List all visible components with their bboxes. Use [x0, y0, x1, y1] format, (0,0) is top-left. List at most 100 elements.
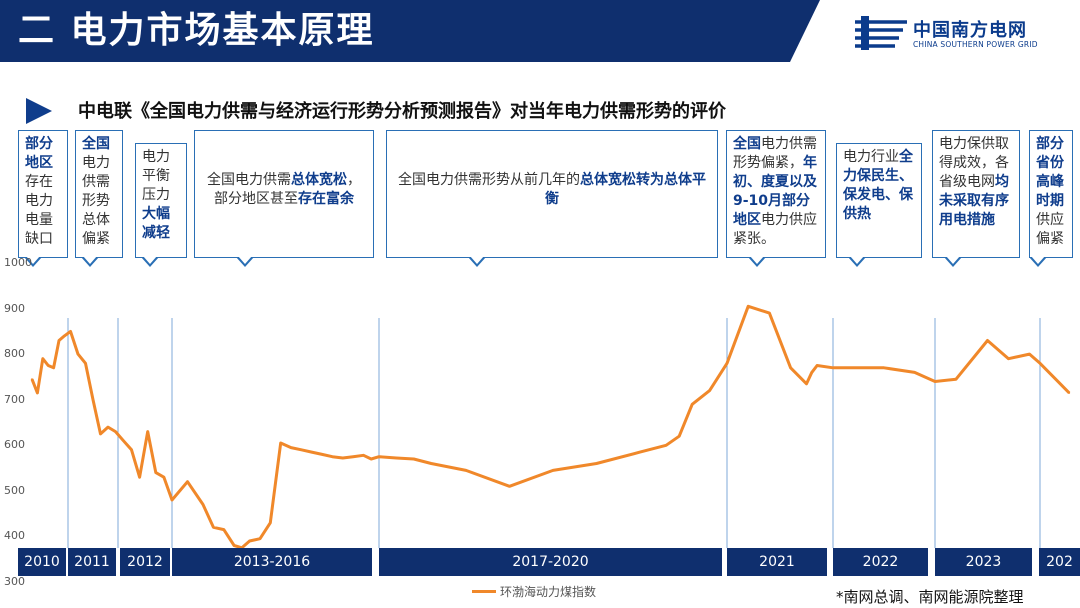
data-point — [726, 362, 728, 365]
logo-text-en: CHINA SOUTHERN POWER GRID — [913, 40, 1038, 49]
data-point — [58, 339, 60, 342]
data-point — [395, 457, 398, 460]
data-point — [595, 462, 598, 465]
legend-swatch — [472, 590, 496, 593]
data-point — [92, 398, 94, 401]
data-point — [300, 448, 303, 451]
callout-text: 电力行业全力保民生、保发电、保供热 — [843, 148, 915, 224]
data-point — [370, 457, 373, 460]
callout-segment: 大幅减轻 — [142, 206, 170, 241]
data-point — [69, 330, 72, 333]
header-bar — [0, 0, 820, 62]
callout-segment: 电力保供取得成效，各省级电网 — [939, 136, 1009, 190]
data-point — [810, 371, 813, 374]
callout-box: 全国电力供需形势从前几年的总体宽松转为总体平衡 — [386, 130, 718, 267]
data-point — [154, 471, 157, 474]
callout-pointer-fill — [1031, 256, 1045, 264]
callout-pointer-fill — [470, 256, 484, 264]
callout-pointer-fill — [26, 256, 40, 264]
callout-segment: 电力供需形势偏紧， — [733, 136, 817, 171]
data-point — [1068, 391, 1071, 394]
callout-segment: ，部分地区甚至 — [214, 172, 361, 207]
data-point — [639, 451, 641, 454]
callout-box: 电力保供取得成效，各省级电网均未采取有序用电措施 — [932, 130, 1020, 267]
data-point — [708, 389, 711, 392]
callout-segment: 存在富余 — [298, 191, 354, 207]
data-point — [63, 334, 66, 337]
data-point — [310, 451, 313, 454]
y-tick-label: 1000 — [4, 256, 32, 269]
callout-segment: 全国 — [733, 136, 761, 152]
data-point — [212, 526, 215, 529]
data-point — [986, 339, 989, 342]
callout-segment: 均未采取有序用电措施 — [939, 174, 1009, 228]
data-point — [665, 444, 668, 447]
callout-segment: 年初、度夏以及9-10月部分地区 — [733, 155, 817, 228]
data-point — [934, 380, 936, 383]
callout-segment: 全国 — [82, 136, 110, 152]
callout-segment: 全力保民生、保发电、保供热 — [843, 149, 913, 222]
data-point — [1028, 353, 1031, 356]
data-point — [77, 353, 79, 356]
data-point — [552, 469, 554, 472]
data-point — [955, 378, 957, 381]
callout-pointer-fill — [946, 256, 960, 264]
callout-segment: 全国电力供需 — [207, 172, 291, 188]
data-point — [465, 469, 467, 472]
data-point — [768, 312, 771, 315]
data-point — [412, 457, 415, 460]
data-point — [248, 539, 251, 542]
period-label: 2013-2016 — [172, 548, 372, 576]
data-point — [41, 357, 44, 360]
period-label: 2011 — [68, 548, 116, 576]
series-line — [30, 304, 1071, 550]
callout-segment: 电力行业 — [843, 149, 899, 165]
data-point — [321, 453, 324, 456]
data-point — [47, 364, 50, 367]
chart-legend: 环渤海动力煤指数 — [472, 583, 596, 600]
callout-box: 部分地区存在电力电量缺口 — [18, 130, 68, 267]
data-point — [678, 435, 681, 438]
data-point — [258, 537, 261, 540]
callout-pointer-fill — [850, 256, 864, 264]
data-point — [789, 366, 792, 369]
callout-pointer-fill — [83, 256, 97, 264]
y-tick-label: 700 — [4, 392, 25, 406]
y-tick-label: 600 — [4, 438, 25, 452]
period-label: 2022 — [833, 548, 928, 576]
data-point — [202, 503, 205, 506]
callout-box: 部分省份高峰时期供应偏紧 — [1029, 130, 1073, 267]
data-point — [122, 439, 125, 442]
callout-box: 全国电力供需形势偏紧，年初、度夏以及9-10月部分地区电力供应紧张。 — [726, 130, 826, 267]
callout-segment: 部分地区 — [25, 136, 53, 171]
data-point — [747, 305, 750, 308]
section-subtitle: 中电联《全国电力供需与经济运行形势分析预测报告》对当年电力供需形势的评价 — [78, 101, 726, 122]
callout-text: 部分地区存在电力电量缺口 — [25, 135, 61, 249]
callout-text: 电力平衡压力大幅减轻 — [142, 148, 180, 243]
callout-segment: 部分省份高峰时期 — [1036, 136, 1064, 209]
callout-text: 全国电力供需形势偏紧，年初、度夏以及9-10月部分地区电力供应紧张。 — [733, 135, 819, 249]
callout-text: 全国电力供需形势总体偏紧 — [82, 135, 116, 249]
data-point — [1007, 357, 1010, 360]
data-point — [222, 528, 225, 531]
data-point — [331, 455, 334, 458]
grid-logo-icon — [855, 16, 907, 50]
callout-text: 电力保供取得成效，各省级电网均未采取有序用电措施 — [939, 135, 1013, 230]
source-footnote: *南网总调、南网能源院整理 — [836, 588, 1024, 606]
data-point — [378, 455, 380, 458]
callout-segment: 供应偏紧 — [1036, 212, 1064, 247]
callout-segment: 电力供需形势总体偏紧 — [82, 155, 110, 247]
period-label: 2012 — [120, 548, 170, 576]
callout-segment: 总体宽松转为总体平衡 — [545, 172, 706, 207]
data-point — [816, 364, 819, 367]
data-point — [186, 480, 189, 483]
data-point — [269, 521, 272, 524]
callout-text: 全国电力供需形势从前几年的总体宽松转为总体平衡 — [393, 171, 711, 209]
period-label: 2021 — [727, 548, 827, 576]
data-point — [362, 454, 365, 457]
data-point — [31, 378, 33, 381]
data-point — [290, 446, 293, 449]
callout-box: 全国电力供需总体宽松，部分地区甚至存在富余 — [194, 130, 374, 267]
data-point — [233, 544, 236, 547]
